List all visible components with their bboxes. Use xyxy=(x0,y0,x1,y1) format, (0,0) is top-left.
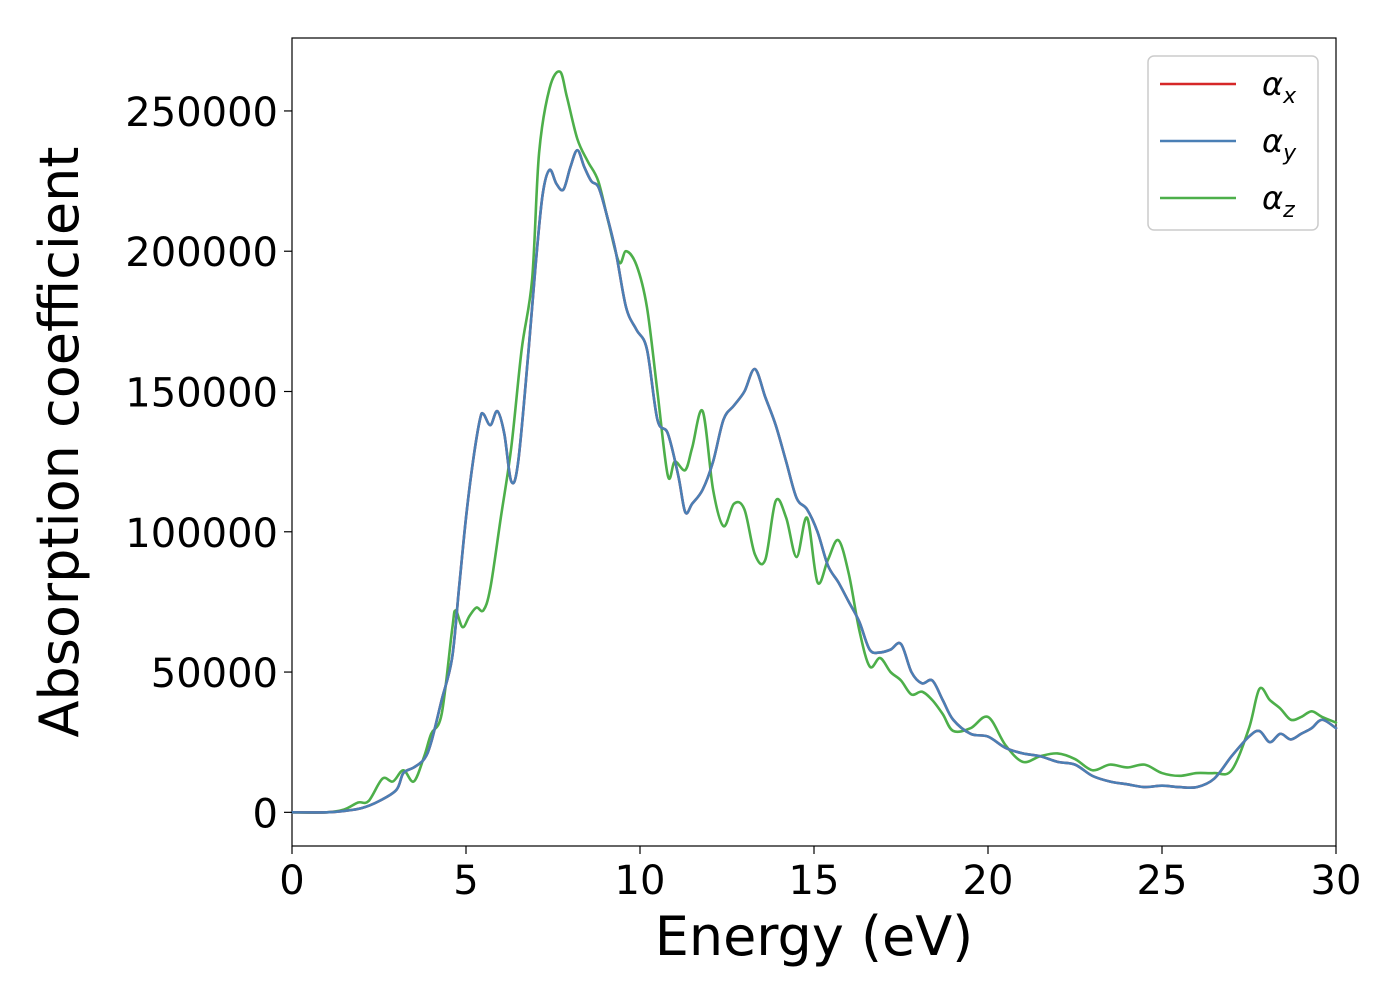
x-tick-label: 0 xyxy=(279,858,304,904)
legend-label-alpha-y: αy xyxy=(1262,122,1297,166)
y-tick-label: 250000 xyxy=(125,90,278,136)
series-line-alpha-z xyxy=(290,70,1338,814)
y-axis: 0 50000 100000 150000 200000 250000 xyxy=(125,90,292,837)
legend-subscript: y xyxy=(1282,141,1297,166)
y-tick-label: 150000 xyxy=(125,371,278,417)
legend-subscript: x xyxy=(1282,84,1297,109)
legend-label-alpha-z: αz xyxy=(1262,179,1295,223)
legend-subscript: z xyxy=(1282,198,1295,223)
x-tick-label: 20 xyxy=(963,858,1014,904)
x-tick-label: 25 xyxy=(1137,858,1188,904)
legend-symbol: α xyxy=(1262,122,1283,160)
x-axis: 0 5 10 15 20 25 30 xyxy=(279,846,1361,904)
series-line-alpha-y xyxy=(290,148,1338,814)
x-tick-label: 15 xyxy=(789,858,840,904)
y-tick-label: 50000 xyxy=(151,651,278,697)
legend-symbol: α xyxy=(1262,65,1283,103)
y-tick-label: 100000 xyxy=(125,511,278,557)
x-tick-label: 5 xyxy=(453,858,478,904)
x-tick-label: 10 xyxy=(615,858,666,904)
legend-label-alpha-x: αx xyxy=(1262,65,1297,109)
series-group xyxy=(290,70,1338,814)
x-tick-label: 30 xyxy=(1311,858,1362,904)
y-tick-label: 200000 xyxy=(125,230,278,276)
y-axis-label: Absorption coefficient xyxy=(28,147,91,738)
y-tick-label: 0 xyxy=(253,791,278,837)
legend-box xyxy=(1147,55,1319,231)
x-axis-label: Energy (eV) xyxy=(655,905,974,968)
legend-symbol: α xyxy=(1262,179,1283,217)
